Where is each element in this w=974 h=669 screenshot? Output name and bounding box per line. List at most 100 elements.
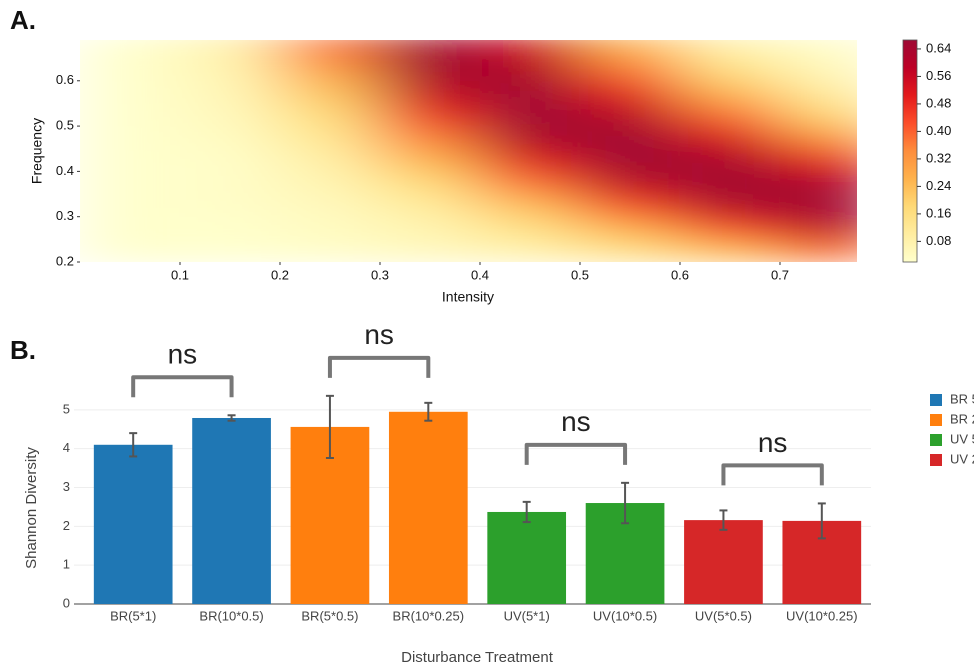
heatmap-cell bbox=[779, 148, 857, 172]
heatmap-cell bbox=[279, 80, 381, 104]
legend-label: BR 2.5 bbox=[950, 411, 974, 426]
heatmap-cell bbox=[579, 193, 681, 218]
x-tick-label: BR(5*0.5) bbox=[301, 608, 358, 623]
heatmap-cell bbox=[279, 102, 381, 127]
colorbar-tick-label: 0.16 bbox=[926, 205, 951, 220]
significance-bracket bbox=[524, 442, 628, 465]
legend-swatch bbox=[930, 434, 942, 446]
heatmap-cell bbox=[379, 102, 481, 127]
bar bbox=[388, 411, 468, 604]
heatmap-cell bbox=[679, 238, 781, 262]
heatmap-cell bbox=[779, 125, 857, 150]
heatmap-cell bbox=[679, 57, 781, 82]
heatmap-cell bbox=[679, 216, 781, 240]
heatmap-cell bbox=[379, 193, 481, 218]
x-tick-label: 0.1 bbox=[171, 267, 189, 282]
panel-a: A. Intensity Frequency 0.1 0.2 0.3 0.4 0.5 0.… bbox=[10, 5, 951, 305]
heatmap-cell bbox=[80, 216, 181, 240]
heatmap-cell bbox=[679, 125, 781, 150]
x-tick-label: UV(10*0.25) bbox=[786, 608, 858, 623]
heatmap-cell bbox=[479, 80, 581, 104]
bar bbox=[487, 511, 567, 604]
legend-label: UV 5 bbox=[950, 431, 974, 446]
legend-swatch bbox=[930, 454, 942, 466]
legend-label: BR 5 bbox=[950, 391, 974, 406]
colorbar-tick-label: 0.08 bbox=[926, 233, 951, 248]
heatmap-cell bbox=[279, 193, 381, 218]
x-tick-label: 0.6 bbox=[671, 267, 689, 282]
heatmap-cell bbox=[779, 193, 857, 218]
significance-bracket bbox=[327, 355, 431, 378]
heatmap-cell bbox=[379, 148, 481, 172]
y-tick-label: 3 bbox=[63, 479, 70, 494]
x-tick-label: UV(5*1) bbox=[504, 608, 550, 623]
colorbar bbox=[902, 39, 918, 263]
bar bbox=[684, 520, 763, 604]
significance-label: ns bbox=[364, 319, 394, 350]
heatmap-cell bbox=[679, 40, 781, 59]
heatmap-cell bbox=[379, 216, 481, 240]
y-tick-label: 2 bbox=[63, 518, 70, 533]
heatmap-cell bbox=[579, 40, 681, 59]
heatmap-cell bbox=[479, 125, 581, 150]
heatmap-cell bbox=[579, 148, 681, 172]
heatmap-cell bbox=[179, 125, 281, 150]
y-tick-label: 0.3 bbox=[56, 208, 74, 223]
x-tick-label: BR(10*0.25) bbox=[393, 608, 465, 623]
panel-label: A. bbox=[10, 5, 36, 35]
heatmap-cell bbox=[179, 40, 281, 59]
heatmap-cell bbox=[479, 40, 581, 59]
heatmap-cell bbox=[579, 170, 681, 195]
heatmap-cell bbox=[80, 170, 181, 195]
heatmap-cell bbox=[479, 170, 581, 195]
heatmap-cell bbox=[379, 40, 481, 59]
y-axis-title: Frequency bbox=[29, 118, 45, 184]
heatmap-cell bbox=[179, 80, 281, 104]
heatmap-cell bbox=[379, 80, 481, 104]
heatmap-cell bbox=[379, 125, 481, 150]
significance-label: ns bbox=[758, 427, 788, 458]
heatmap-cell bbox=[379, 238, 481, 262]
heatmap-cell bbox=[80, 57, 181, 82]
heatmap-cell bbox=[779, 40, 857, 59]
significance-bracket bbox=[131, 375, 234, 398]
panel-label: B. bbox=[10, 335, 36, 365]
significance-bracket bbox=[721, 463, 824, 486]
colorbar-tick-label: 0.64 bbox=[926, 40, 951, 55]
panel-b: B. Disturbance Treatment Shannon Diversi… bbox=[10, 319, 974, 666]
heatmap-cell bbox=[279, 40, 381, 59]
heatmap-cell bbox=[679, 80, 781, 104]
heatmap-cell bbox=[479, 238, 581, 262]
y-tick-label: 5 bbox=[63, 401, 70, 416]
heatmap-cell bbox=[179, 170, 281, 195]
heatmap-cell bbox=[80, 125, 181, 150]
heatmap-cell bbox=[479, 193, 581, 218]
heatmap-cell bbox=[779, 57, 857, 82]
heatmap-cell bbox=[179, 216, 281, 240]
heatmap-cell bbox=[479, 216, 581, 240]
heatmap-cell bbox=[479, 102, 581, 127]
heatmap-cell bbox=[80, 102, 181, 127]
legend-swatch bbox=[930, 394, 942, 406]
heatmap-cell bbox=[279, 148, 381, 172]
heatmap-cell bbox=[279, 125, 381, 150]
x-tick-label: BR(5*1) bbox=[110, 608, 156, 623]
heatmap-cell bbox=[279, 57, 381, 82]
y-tick-label: 0 bbox=[63, 595, 70, 610]
y-tick-label: 0.6 bbox=[56, 72, 74, 87]
heatmap-cell bbox=[679, 193, 781, 218]
heatmap-cell bbox=[679, 148, 781, 172]
x-tick-label: 0.2 bbox=[271, 267, 289, 282]
heatmap-cell bbox=[179, 193, 281, 218]
heatmap-cell bbox=[779, 238, 857, 262]
heatmap-cell bbox=[179, 238, 281, 262]
heatmap-cell bbox=[179, 148, 281, 172]
heatmap-cell bbox=[579, 57, 681, 82]
heatmap-cell bbox=[579, 125, 681, 150]
x-tick-label: BR(10*0.5) bbox=[199, 608, 263, 623]
y-axis-title: Shannon Diversity bbox=[23, 447, 40, 569]
colorbar-tick-label: 0.56 bbox=[926, 68, 951, 83]
heatmap-cell bbox=[80, 80, 181, 104]
bar bbox=[93, 444, 173, 604]
